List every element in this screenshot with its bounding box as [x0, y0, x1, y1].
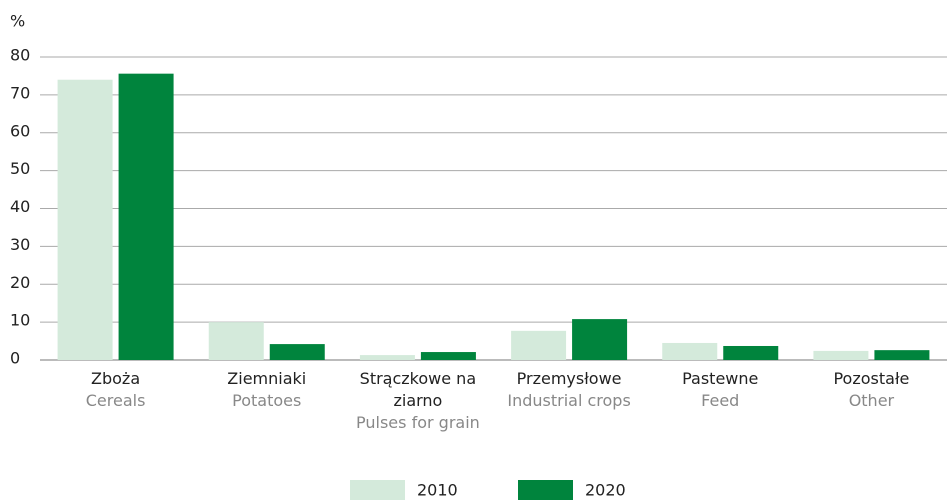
legend-label: 2020 — [585, 481, 626, 500]
bar — [723, 345, 779, 360]
x-tick-label: Przemysłowe — [516, 369, 622, 388]
x-tick-label: Pozostałe — [833, 369, 910, 388]
x-tick-label-group: Pastewne Feed — [650, 368, 790, 412]
x-tick-label-group: Przemysłowe Industrial crops — [499, 368, 639, 412]
x-tick-label-translation: Pulses for grain — [356, 413, 480, 432]
y-tick-label: 50 — [10, 159, 30, 178]
bar — [118, 73, 174, 360]
bar — [57, 79, 113, 360]
y-tick-label: 60 — [10, 121, 30, 140]
y-tick-label: 40 — [10, 197, 30, 216]
legend-swatch — [350, 480, 405, 500]
bar — [269, 344, 325, 360]
x-tick-label-translation: Cereals — [85, 391, 146, 410]
x-tick-label-translation: Industrial crops — [507, 391, 631, 410]
legend-label: 2010 — [417, 481, 458, 500]
x-tick-label-group: Strączkowe na ziarno Pulses for grain — [348, 368, 488, 434]
bar — [511, 330, 567, 360]
bar — [662, 342, 718, 360]
y-axis-label: % — [10, 12, 25, 31]
y-tick-label: 10 — [10, 311, 30, 330]
x-tick-label-group: Zboża Cereals — [46, 368, 186, 412]
x-tick-label-translation: Other — [848, 391, 895, 410]
bar — [208, 322, 264, 360]
bar — [572, 319, 628, 360]
x-tick-label-translation: Potatoes — [232, 391, 302, 410]
legend-swatch — [518, 480, 573, 500]
x-tick-label: Pastewne — [682, 369, 759, 388]
x-tick-label: Zboża — [91, 369, 141, 388]
bar — [420, 352, 476, 360]
x-tick-label-translation: Feed — [701, 391, 740, 410]
x-tick-label-group: Pozostałe Other — [801, 368, 941, 412]
x-tick-label: Ziemniaki — [227, 369, 307, 388]
bar — [813, 350, 869, 360]
y-tick-label: 70 — [10, 83, 30, 102]
bar — [359, 355, 415, 360]
y-tick-label: 0 — [10, 349, 20, 368]
y-tick-label: 30 — [10, 235, 30, 254]
bar — [874, 350, 930, 360]
x-tick-label: Strączkowe na ziarno — [359, 369, 477, 410]
x-tick-label-group: Ziemniaki Potatoes — [197, 368, 337, 412]
y-tick-label: 20 — [10, 273, 30, 292]
y-tick-label: 80 — [10, 46, 30, 65]
